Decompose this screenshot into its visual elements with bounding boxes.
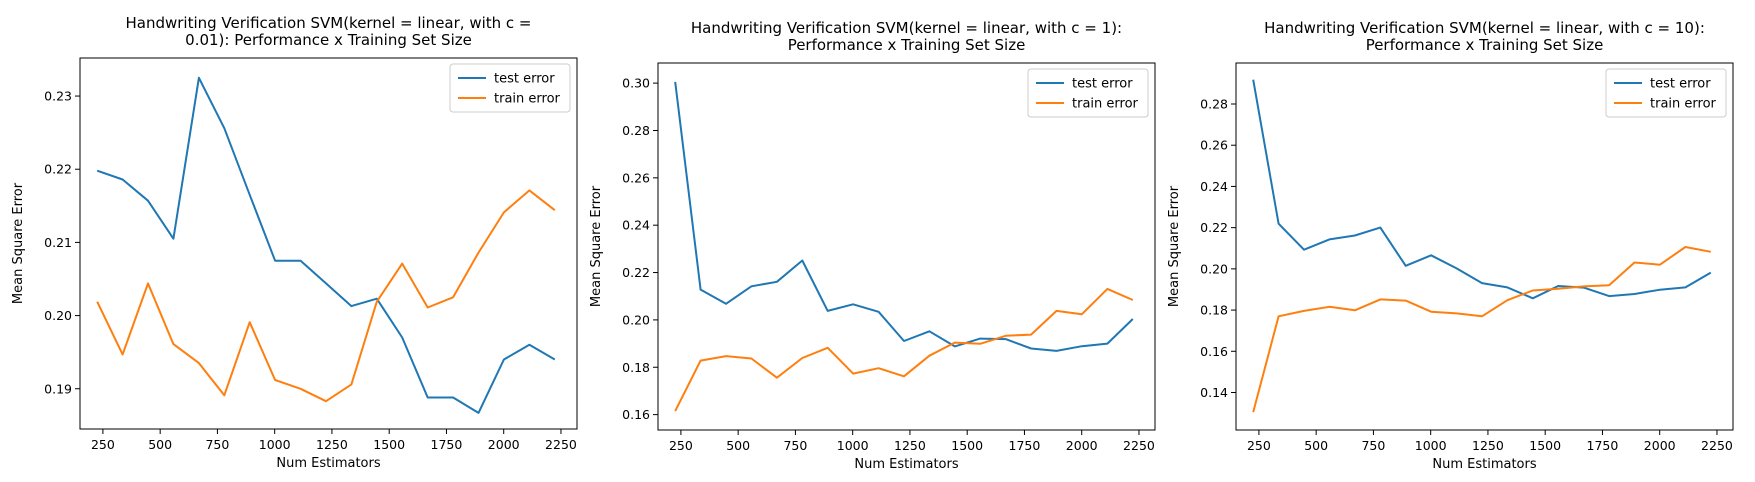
y-tick-label: 0.28 (622, 123, 650, 138)
x-axis-label: Num Estimators (276, 456, 380, 471)
plot-area-frame (657, 62, 1156, 431)
y-tick-label: 0.16 (1200, 344, 1228, 359)
x-tick-label: 1750 (1587, 438, 1619, 453)
x-tick-label: 2250 (1701, 438, 1733, 453)
legend-box (1027, 68, 1149, 118)
legend: test error train error (449, 63, 571, 113)
y-tick-label: 0.24 (1200, 179, 1228, 194)
chart-panel-1: Handwriting Verification SVM(kernel = li… (11, 14, 578, 471)
series-line-train-error (674, 287, 1134, 412)
plot-area-frame (79, 57, 578, 430)
chart-title-line: Performance x Training Set Size (788, 36, 1026, 54)
x-tick-label: 2000 (488, 437, 520, 452)
x-tick-label: 1250 (894, 438, 926, 453)
y-tick-label: 0.18 (1200, 303, 1228, 318)
x-tick-label: 750 (205, 437, 229, 452)
y-tick-label: 0.14 (1200, 385, 1228, 400)
y-tick-label: 0.22 (1200, 220, 1228, 235)
x-tick-label: 500 (726, 438, 750, 453)
legend: test error train error (1605, 68, 1727, 118)
x-tick-label: 250 (669, 438, 693, 453)
y-axis-label: Mean Square Error (589, 185, 604, 307)
chart-title-line: 0.01): Performance x Training Set Size (185, 31, 472, 49)
chart-panel-3: Handwriting Verification SVM(kernel = li… (1167, 19, 1734, 472)
legend-entry: train error (1650, 97, 1717, 112)
legend-box (1605, 68, 1727, 118)
x-tick-label: 250 (1247, 438, 1271, 453)
y-tick-label: 0.20 (44, 308, 72, 323)
legend-box (449, 63, 571, 113)
legend-entry: train error (1072, 97, 1139, 112)
legend-entry: test error (1072, 77, 1133, 92)
y-tick-label: 0.21 (44, 235, 72, 250)
plot-area-frame (1235, 62, 1734, 431)
x-tick-label: 2250 (1123, 438, 1155, 453)
x-tick-label: 1250 (316, 437, 348, 452)
legend: test error train error (1027, 68, 1149, 118)
series-line-train-error (1252, 246, 1711, 413)
y-tick-label: 0.26 (622, 170, 650, 185)
legend-entry: test error (494, 72, 555, 87)
x-tick-label: 1000 (259, 437, 291, 452)
x-tick-label: 250 (91, 437, 115, 452)
y-tick-label: 0.23 (44, 89, 72, 104)
chart-panel-2: Handwriting Verification SVM(kernel = li… (589, 19, 1156, 472)
x-tick-label: 1750 (1009, 438, 1041, 453)
x-axis-label: Num Estimators (1432, 457, 1536, 472)
chart-title-line: Handwriting Verification SVM(kernel = li… (1264, 19, 1705, 37)
series-line-train-error (96, 189, 556, 403)
chart-title-line: Performance x Training Set Size (1366, 36, 1604, 54)
x-tick-label: 1500 (1529, 438, 1561, 453)
x-tick-label: 2000 (1644, 438, 1676, 453)
y-tick-label: 0.19 (44, 381, 72, 396)
y-tick-label: 0.22 (622, 265, 650, 280)
x-tick-label: 500 (1304, 438, 1328, 453)
x-tick-label: 750 (783, 438, 807, 453)
y-tick-label: 0.28 (1200, 97, 1228, 112)
chart-title-line: Handwriting Verification SVM(kernel = li… (125, 14, 531, 32)
x-tick-label: 2250 (545, 437, 577, 452)
y-tick-label: 0.22 (44, 162, 72, 177)
series-line-test-error (96, 76, 556, 414)
y-tick-label: 0.20 (1200, 261, 1228, 276)
chart-title-line: Handwriting Verification SVM(kernel = li… (691, 19, 1122, 37)
x-tick-label: 500 (148, 437, 172, 452)
x-tick-label: 1750 (431, 437, 463, 452)
x-tick-label: 1500 (373, 437, 405, 452)
series-line-test-error (1252, 79, 1712, 300)
x-tick-label: 1250 (1472, 438, 1504, 453)
y-axis-label: Mean Square Error (11, 182, 26, 304)
y-axis-label: Mean Square Error (1167, 185, 1182, 307)
x-tick-label: 1000 (1415, 438, 1447, 453)
y-tick-label: 0.18 (622, 360, 650, 375)
series-line-test-error (674, 81, 1134, 352)
x-tick-label: 2000 (1066, 438, 1098, 453)
y-tick-label: 0.26 (1200, 138, 1228, 153)
y-tick-label: 0.16 (622, 407, 650, 422)
x-tick-label: 1500 (951, 438, 983, 453)
x-tick-label: 1000 (837, 438, 869, 453)
legend-entry: train error (494, 92, 561, 107)
y-tick-label: 0.24 (622, 218, 650, 233)
x-tick-label: 750 (1361, 438, 1385, 453)
y-tick-label: 0.20 (622, 312, 650, 327)
legend-entry: test error (1650, 77, 1711, 92)
x-axis-label: Num Estimators (854, 457, 958, 472)
y-tick-label: 0.30 (622, 76, 650, 91)
